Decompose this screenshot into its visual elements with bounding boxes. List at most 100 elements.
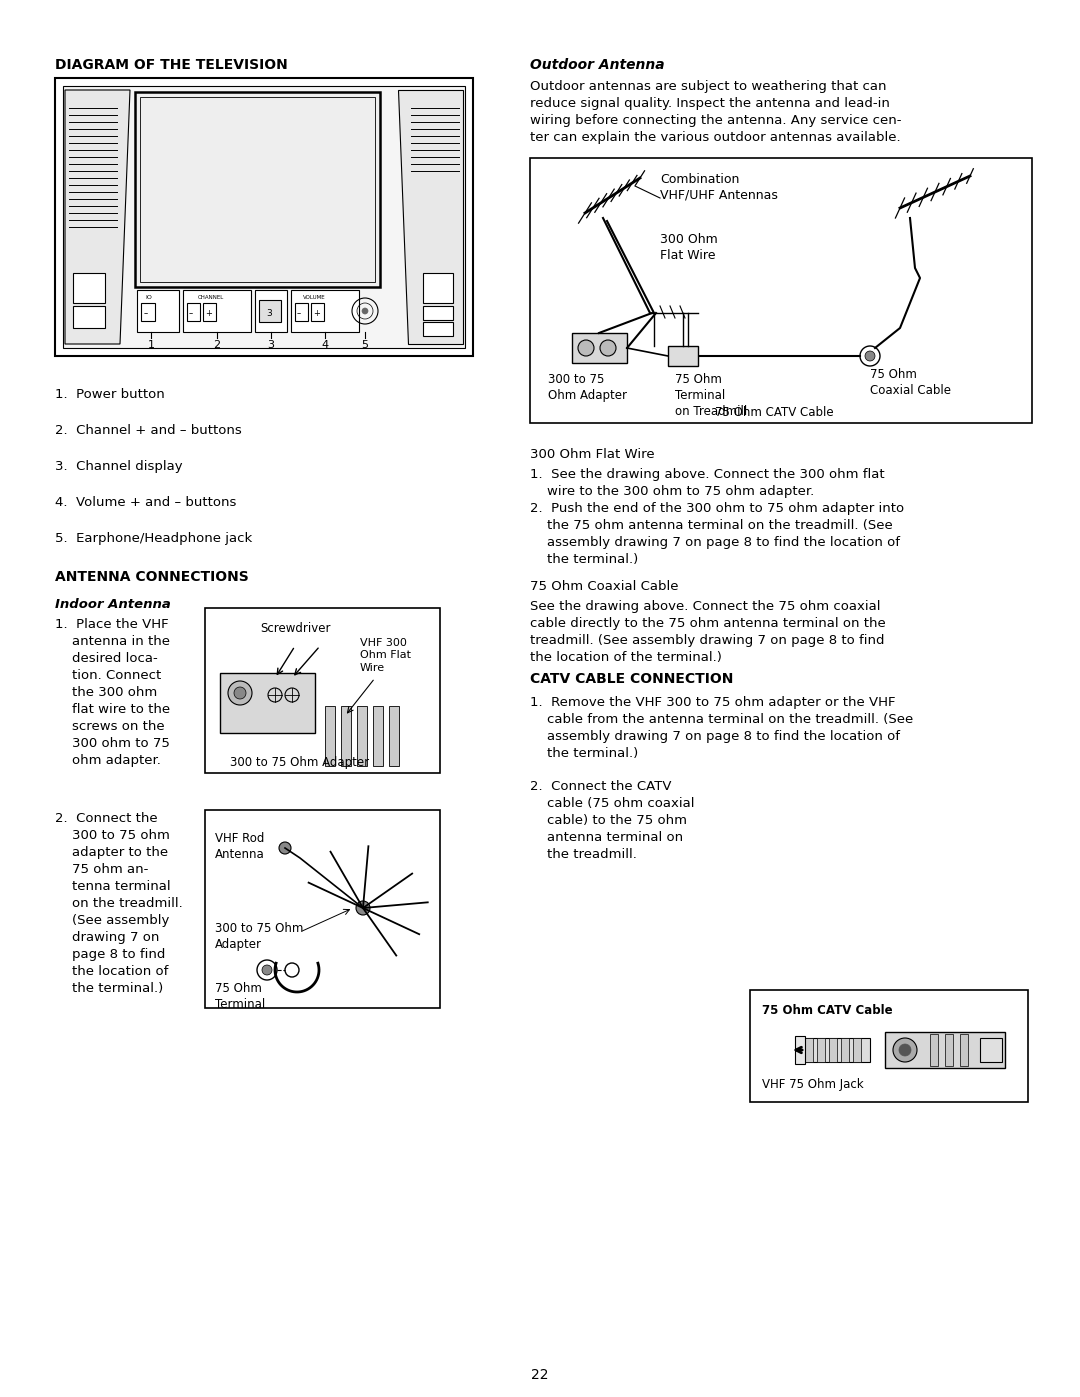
Circle shape xyxy=(234,687,246,698)
Bar xyxy=(980,1038,1002,1062)
Bar xyxy=(530,158,1032,423)
Bar xyxy=(373,705,383,766)
Text: 22: 22 xyxy=(531,1368,549,1382)
Bar xyxy=(187,303,200,321)
Bar xyxy=(853,1038,861,1062)
Polygon shape xyxy=(399,89,463,344)
Bar xyxy=(63,87,465,348)
Text: 300 Ohm Flat Wire: 300 Ohm Flat Wire xyxy=(530,448,654,461)
Text: 75 Ohm
Terminal
on Treadmill: 75 Ohm Terminal on Treadmill xyxy=(675,373,747,418)
Text: cable) to the 75 ohm: cable) to the 75 ohm xyxy=(530,814,687,827)
Text: 2.  Channel + and – buttons: 2. Channel + and – buttons xyxy=(55,425,242,437)
Text: 2.  Connect the: 2. Connect the xyxy=(55,812,158,826)
Text: (See assembly: (See assembly xyxy=(55,914,170,928)
Text: VOLUME: VOLUME xyxy=(303,295,326,300)
Text: the terminal.): the terminal.) xyxy=(530,747,638,760)
Text: 300 to 75
Ohm Adapter: 300 to 75 Ohm Adapter xyxy=(548,373,627,402)
Circle shape xyxy=(362,307,368,314)
Circle shape xyxy=(893,1038,917,1062)
Text: DIAGRAM OF THE TELEVISION: DIAGRAM OF THE TELEVISION xyxy=(55,59,287,73)
Bar xyxy=(220,673,315,733)
Circle shape xyxy=(899,1044,912,1056)
Circle shape xyxy=(600,339,616,356)
Text: wiring before connecting the antenna. Any service cen-: wiring before connecting the antenna. An… xyxy=(530,115,902,127)
Text: 75 Ohm
Coaxial Cable: 75 Ohm Coaxial Cable xyxy=(870,367,951,397)
Text: tion. Connect: tion. Connect xyxy=(55,669,161,682)
Bar xyxy=(829,1038,837,1062)
Text: 75 Ohm CATV Cable: 75 Ohm CATV Cable xyxy=(762,1004,893,1017)
Text: antenna terminal on: antenna terminal on xyxy=(530,831,684,844)
Bar xyxy=(750,990,1028,1102)
Text: the terminal.): the terminal.) xyxy=(55,982,163,995)
Bar xyxy=(930,1034,939,1066)
Text: drawing 7 on: drawing 7 on xyxy=(55,930,160,944)
Text: 2.  Push the end of the 300 ohm to 75 ohm adapter into: 2. Push the end of the 300 ohm to 75 ohm… xyxy=(530,502,904,515)
Text: 2: 2 xyxy=(214,339,220,351)
Text: reduce signal quality. Inspect the antenna and lead-in: reduce signal quality. Inspect the anten… xyxy=(530,96,890,110)
Bar xyxy=(205,810,440,1009)
Text: assembly drawing 7 on page 8 to find the location of: assembly drawing 7 on page 8 to find the… xyxy=(530,731,900,743)
Text: 5.  Earphone/Headphone jack: 5. Earphone/Headphone jack xyxy=(55,532,253,545)
Bar xyxy=(291,291,359,332)
Text: 4.  Volume + and – buttons: 4. Volume + and – buttons xyxy=(55,496,237,509)
Bar xyxy=(572,332,627,363)
Text: the terminal.): the terminal.) xyxy=(530,553,638,566)
Bar xyxy=(55,78,473,356)
Text: Screwdriver: Screwdriver xyxy=(260,622,330,636)
Text: ohm adapter.: ohm adapter. xyxy=(55,754,161,767)
Bar xyxy=(135,92,380,286)
Bar xyxy=(357,705,367,766)
Text: Combination
VHF/UHF Antennas: Combination VHF/UHF Antennas xyxy=(660,173,778,203)
Text: adapter to the: adapter to the xyxy=(55,847,168,859)
Text: CHANNEL: CHANNEL xyxy=(198,295,225,300)
Text: –: – xyxy=(297,309,301,319)
Text: 75 Ohm
Terminal: 75 Ohm Terminal xyxy=(215,982,266,1011)
Bar xyxy=(669,346,698,366)
Text: 1.  Power button: 1. Power button xyxy=(55,388,165,401)
Text: treadmill. (See assembly drawing 7 on page 8 to find: treadmill. (See assembly drawing 7 on pa… xyxy=(530,634,885,647)
Text: 1.  See the drawing above. Connect the 300 ohm flat: 1. See the drawing above. Connect the 30… xyxy=(530,468,885,481)
Bar xyxy=(423,272,453,303)
Bar xyxy=(841,1038,849,1062)
Bar xyxy=(183,291,251,332)
Text: Outdoor antennas are subject to weathering that can: Outdoor antennas are subject to weatheri… xyxy=(530,80,887,94)
Text: the location of: the location of xyxy=(55,965,168,978)
Bar xyxy=(295,303,308,321)
Bar xyxy=(423,321,453,337)
Bar xyxy=(805,1038,870,1062)
Text: 300 Ohm
Flat Wire: 300 Ohm Flat Wire xyxy=(660,233,718,263)
Text: CATV CABLE CONNECTION: CATV CABLE CONNECTION xyxy=(530,672,733,686)
Circle shape xyxy=(356,901,370,915)
Text: 300 ohm to 75: 300 ohm to 75 xyxy=(55,738,170,750)
Text: the 75 ohm antenna terminal on the treadmill. (See: the 75 ohm antenna terminal on the tread… xyxy=(530,520,893,532)
Text: tenna terminal: tenna terminal xyxy=(55,880,171,893)
Text: Outdoor Antenna: Outdoor Antenna xyxy=(530,59,664,73)
Bar xyxy=(73,306,105,328)
Polygon shape xyxy=(65,89,130,344)
Text: antenna in the: antenna in the xyxy=(55,636,170,648)
Bar xyxy=(885,1032,1005,1067)
Text: 300 to 75 Ohm
Adapter: 300 to 75 Ohm Adapter xyxy=(215,922,303,951)
Text: desired loca-: desired loca- xyxy=(55,652,158,665)
Bar xyxy=(805,1038,813,1062)
Text: –: – xyxy=(144,309,148,319)
Text: 75 ohm an-: 75 ohm an- xyxy=(55,863,148,876)
Text: cable from the antenna terminal on the treadmill. (See: cable from the antenna terminal on the t… xyxy=(530,712,914,726)
Bar xyxy=(205,608,440,773)
Circle shape xyxy=(865,351,875,360)
Text: See the drawing above. Connect the 75 ohm coaxial: See the drawing above. Connect the 75 oh… xyxy=(530,599,880,613)
Text: 300 to 75 ohm: 300 to 75 ohm xyxy=(55,828,170,842)
Text: wire to the 300 ohm to 75 ohm adapter.: wire to the 300 ohm to 75 ohm adapter. xyxy=(530,485,814,497)
Bar xyxy=(423,306,453,320)
Text: page 8 to find: page 8 to find xyxy=(55,949,165,961)
Text: 5: 5 xyxy=(362,339,368,351)
Text: Indoor Antenna: Indoor Antenna xyxy=(55,598,171,610)
Text: 1.  Remove the VHF 300 to 75 ohm adapter or the VHF: 1. Remove the VHF 300 to 75 ohm adapter … xyxy=(530,696,895,710)
Bar xyxy=(73,272,105,303)
Bar xyxy=(795,1037,805,1065)
Text: screws on the: screws on the xyxy=(55,719,164,733)
Bar xyxy=(137,291,179,332)
Bar xyxy=(945,1034,953,1066)
Bar xyxy=(389,705,399,766)
Text: ter can explain the various outdoor antennas available.: ter can explain the various outdoor ante… xyxy=(530,131,901,144)
